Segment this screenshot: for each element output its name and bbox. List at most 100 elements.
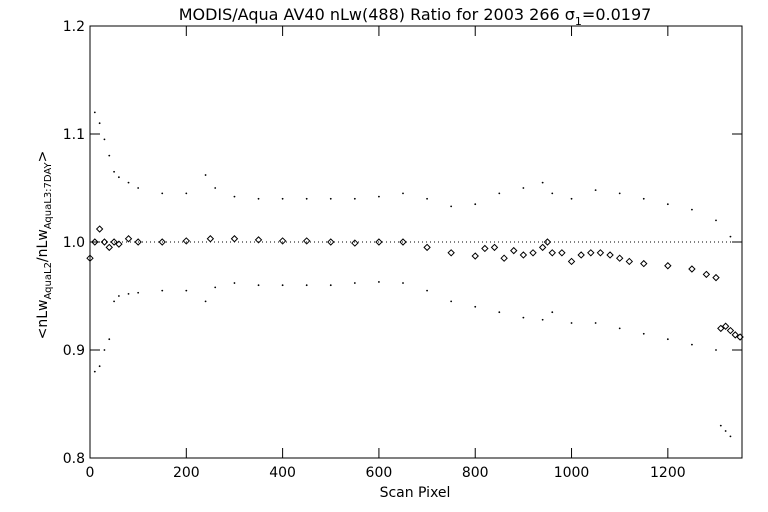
data-point-dot — [618, 327, 621, 330]
data-point-dot — [113, 170, 115, 173]
data-point-dot — [666, 338, 669, 341]
data-point — [529, 249, 537, 257]
data-point-dot — [426, 197, 428, 200]
data-point — [399, 238, 407, 246]
x-tick-label: 1200 — [650, 465, 686, 481]
data-point — [615, 254, 624, 262]
data-point-dot — [108, 338, 111, 341]
data-point — [423, 243, 431, 252]
data-point-dot — [204, 300, 207, 303]
data-point — [447, 249, 455, 257]
data-point — [717, 324, 725, 333]
data-point — [91, 238, 99, 246]
data-point — [577, 251, 585, 259]
chart-title: MODIS/Aqua AV40 nLw(488) Ratio for 2003 … — [179, 5, 652, 28]
data-point — [606, 251, 614, 259]
data-point — [712, 273, 720, 282]
data-point — [254, 236, 263, 244]
data-point-dot — [666, 203, 669, 206]
data-point — [500, 254, 508, 262]
data-point-dot — [618, 192, 621, 195]
data-point-dot — [93, 111, 96, 114]
data-point-dot — [642, 332, 645, 335]
x-axis-label: Scan Pixel — [380, 485, 451, 501]
data-point-dot — [329, 197, 332, 200]
data-point — [115, 240, 123, 248]
data-point-dot — [137, 291, 140, 294]
y-tick-label: 1.1 — [63, 127, 85, 143]
data-point-dot — [715, 349, 717, 351]
data-point-dot — [551, 192, 554, 195]
data-point-dot — [281, 284, 284, 287]
data-point-dot — [522, 187, 525, 189]
data-point — [726, 326, 735, 335]
data-point-dot — [450, 205, 453, 208]
x-tick-label: 200 — [173, 465, 200, 481]
data-point — [543, 238, 552, 246]
data-point-dot — [117, 295, 120, 297]
data-point — [736, 333, 744, 341]
data-point-dot — [729, 435, 732, 438]
data-point — [351, 239, 359, 247]
data-point — [471, 252, 479, 260]
data-point — [510, 246, 518, 255]
data-point — [519, 251, 528, 259]
data-point-dot — [724, 430, 727, 432]
data-point — [558, 249, 566, 257]
data-point-dot — [98, 122, 101, 125]
data-point — [158, 238, 166, 246]
data-point — [625, 257, 634, 266]
data-point-dot — [127, 181, 130, 184]
data-point-dot — [498, 192, 501, 195]
data-point-dot — [108, 154, 111, 157]
data-point-dot — [498, 311, 501, 314]
data-point-dot — [729, 235, 732, 238]
data-point-dot — [474, 305, 477, 308]
x-axis: 0 200 400 600 800 1000 1200 — [86, 26, 686, 481]
data-points — [86, 111, 744, 438]
data-point — [538, 243, 547, 252]
data-point-dot — [185, 289, 188, 292]
data-point — [548, 249, 556, 257]
data-point — [134, 238, 142, 246]
data-point — [182, 237, 191, 245]
data-point-dot — [691, 343, 693, 346]
y-tick-label: 1.2 — [63, 19, 85, 35]
data-point — [664, 262, 672, 270]
data-point — [278, 237, 287, 245]
y-tick-label: 0.8 — [63, 451, 85, 467]
x-tick-label: 1000 — [554, 465, 590, 481]
data-point-dot — [305, 197, 308, 200]
data-point-dot — [570, 197, 573, 200]
data-point-dot — [214, 286, 217, 289]
data-point-dot — [233, 195, 236, 198]
data-point — [86, 254, 94, 262]
data-point-dot — [233, 282, 236, 284]
x-tick-label: 600 — [366, 465, 393, 481]
data-point-dot — [329, 284, 332, 287]
x-tick-label: 0 — [86, 465, 95, 481]
y-axis-label: <nLwAquaL2/nLwAquaL3:7DAY> — [35, 151, 54, 340]
data-point-dot — [719, 424, 722, 427]
data-point-dot — [594, 189, 597, 192]
data-point — [100, 238, 109, 246]
data-point-dot — [214, 187, 217, 189]
data-point-dot — [257, 284, 260, 287]
data-point — [640, 259, 648, 268]
data-point-dot — [378, 195, 380, 198]
data-point-dot — [450, 300, 453, 303]
data-point — [95, 225, 104, 233]
data-point — [302, 237, 311, 245]
data-point-dot — [551, 311, 554, 314]
data-point — [110, 238, 118, 246]
data-point — [490, 243, 499, 252]
data-point-dot — [541, 318, 544, 321]
data-point-dot — [642, 197, 645, 200]
data-point-dot — [93, 370, 96, 373]
data-point — [702, 270, 711, 279]
data-point — [567, 257, 576, 266]
data-point-dot — [161, 192, 164, 195]
data-point-dot — [402, 282, 404, 284]
data-point-dot — [204, 174, 207, 176]
